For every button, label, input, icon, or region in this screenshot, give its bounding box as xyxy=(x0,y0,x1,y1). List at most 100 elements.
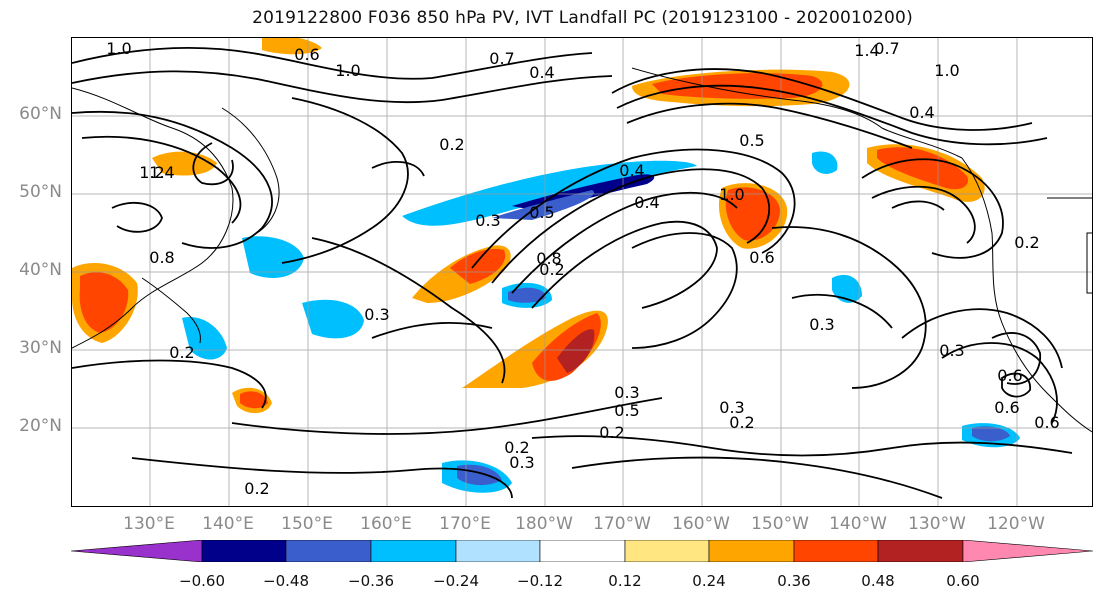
alaska-coast xyxy=(631,67,963,159)
contour-label: 0.4 xyxy=(619,161,644,180)
contour-line xyxy=(72,70,613,104)
contour-line xyxy=(631,232,738,349)
shade-red-mid xyxy=(450,248,506,284)
contour-label: 0.5 xyxy=(529,203,554,222)
shade-blue-gulf-west xyxy=(812,151,838,174)
colorbar-segment xyxy=(71,540,203,562)
contour-line xyxy=(1001,372,1031,398)
longitude-label: 140°E xyxy=(202,514,254,534)
contour-label: 0.3 xyxy=(509,453,534,472)
colorbar-tick-label: −0.12 xyxy=(517,572,563,590)
contour-line xyxy=(571,456,943,499)
contour-label: 0.6 xyxy=(294,45,319,64)
colorbar-segment xyxy=(285,540,372,562)
colorbar-tick-label: 0.60 xyxy=(946,572,980,590)
map-canvas: 1.0 0.61.00.70.40.71.41.00.41.41.20.20.3 0… xyxy=(72,38,1092,506)
shade-red-rockies xyxy=(877,147,968,190)
contour-line xyxy=(871,185,976,244)
shade-royal-north-pacific xyxy=(492,190,594,220)
contour-line xyxy=(471,148,796,269)
contour-line xyxy=(941,342,1058,424)
longitude-label: 130°W xyxy=(908,514,966,534)
contour-line xyxy=(192,142,234,186)
contour-label: 1.0 xyxy=(719,185,744,204)
contour-line xyxy=(771,226,927,389)
shade-red-west xyxy=(240,391,268,409)
contour-line xyxy=(72,359,267,409)
japan-coast xyxy=(141,277,201,344)
contour-label: 0.4 xyxy=(909,103,934,122)
longitude-label: 160°E xyxy=(360,514,412,534)
contour-line xyxy=(891,200,945,211)
contour-label: 0.7 xyxy=(489,49,514,68)
latitude-label: 30°N xyxy=(19,338,62,358)
contour-label: 0.2 xyxy=(539,260,564,279)
latitude-label: 40°N xyxy=(19,260,62,280)
colorbar-segment xyxy=(455,540,541,562)
colorbar-segment xyxy=(624,540,710,562)
contour-label: 0.6 xyxy=(1034,413,1059,432)
longitude-label: 130°E xyxy=(123,514,175,534)
contour-label: 0.5 xyxy=(614,401,639,420)
contour-line xyxy=(616,84,1048,146)
contour-line xyxy=(131,457,513,499)
colorbar-tick-label: −0.36 xyxy=(348,572,394,590)
shade-blue-kamchatka xyxy=(242,236,304,278)
longitude-label: 140°W xyxy=(829,514,887,534)
longitude-label: 170°W xyxy=(593,514,651,534)
contour-label: 1.2 xyxy=(139,163,164,182)
shade-red-gulf xyxy=(725,187,780,241)
na-box xyxy=(1086,232,1092,294)
shade-blue-gulf-south xyxy=(832,274,862,303)
latitude-label: 20°N xyxy=(19,416,62,436)
contour-label: 0.3 xyxy=(719,398,744,417)
contour-label: 0.2 xyxy=(504,438,529,457)
colorbar-tick-label: 0.36 xyxy=(777,572,811,590)
contour-line xyxy=(311,237,506,384)
contour-line xyxy=(626,102,913,149)
colorbar-tick-label: 0.48 xyxy=(861,572,895,590)
contour-label: 1.0 xyxy=(934,61,959,80)
longitude-label: 150°E xyxy=(281,514,333,534)
contour-label: 1.0 xyxy=(335,61,360,80)
contour-line xyxy=(611,68,1033,131)
colorbar-tick-label: −0.60 xyxy=(179,572,225,590)
contour-line xyxy=(491,168,771,284)
contour-label: 0.2 xyxy=(1014,233,1039,252)
contour-label: 0.7 xyxy=(874,39,899,58)
plot-title: 2019122800 F036 850 hPa PV, IVT Landfall… xyxy=(252,8,913,28)
contour-label: 0.3 xyxy=(364,305,389,324)
contour-line xyxy=(371,161,425,177)
latitude-label: 50°N xyxy=(19,182,62,202)
shade-royal-mid xyxy=(508,287,546,303)
contour-label: 0.8 xyxy=(149,248,174,267)
contour-label: 1.4 xyxy=(149,163,174,182)
contour-label: 1.0 xyxy=(106,39,131,58)
coastlines xyxy=(72,67,1092,433)
colorbar-tick-label: 0.24 xyxy=(692,572,726,590)
contour-label: 0.2 xyxy=(729,413,754,432)
contour-line xyxy=(111,201,163,233)
longitude-label: 120°W xyxy=(987,514,1045,534)
contour-line xyxy=(511,191,738,294)
contour-label: 0.5 xyxy=(739,131,764,150)
colorbar-segment xyxy=(793,540,879,562)
shade-royal-hawaii-east xyxy=(972,426,1010,442)
colorbar-segment xyxy=(539,540,626,562)
kamchatka-coast xyxy=(221,107,280,234)
colorbar-tick-label: 0.12 xyxy=(608,572,642,590)
contour-line xyxy=(901,308,1063,369)
colorbar-segment xyxy=(962,540,1093,562)
contour-label: 0.3 xyxy=(939,341,964,360)
colorbar-segment xyxy=(877,540,964,562)
shade-red-japan xyxy=(79,272,129,333)
colorbar-tick-label: −0.24 xyxy=(433,572,479,590)
shade-orange-north xyxy=(262,38,322,55)
contour-line xyxy=(531,220,718,309)
shade-blue-japan xyxy=(182,317,227,360)
longitude-label: 150°W xyxy=(751,514,809,534)
contour-line xyxy=(231,397,663,435)
longitude-label: 170°E xyxy=(439,514,491,534)
contour-label: 0.4 xyxy=(634,193,659,212)
contour-label: 0.6 xyxy=(997,366,1022,385)
